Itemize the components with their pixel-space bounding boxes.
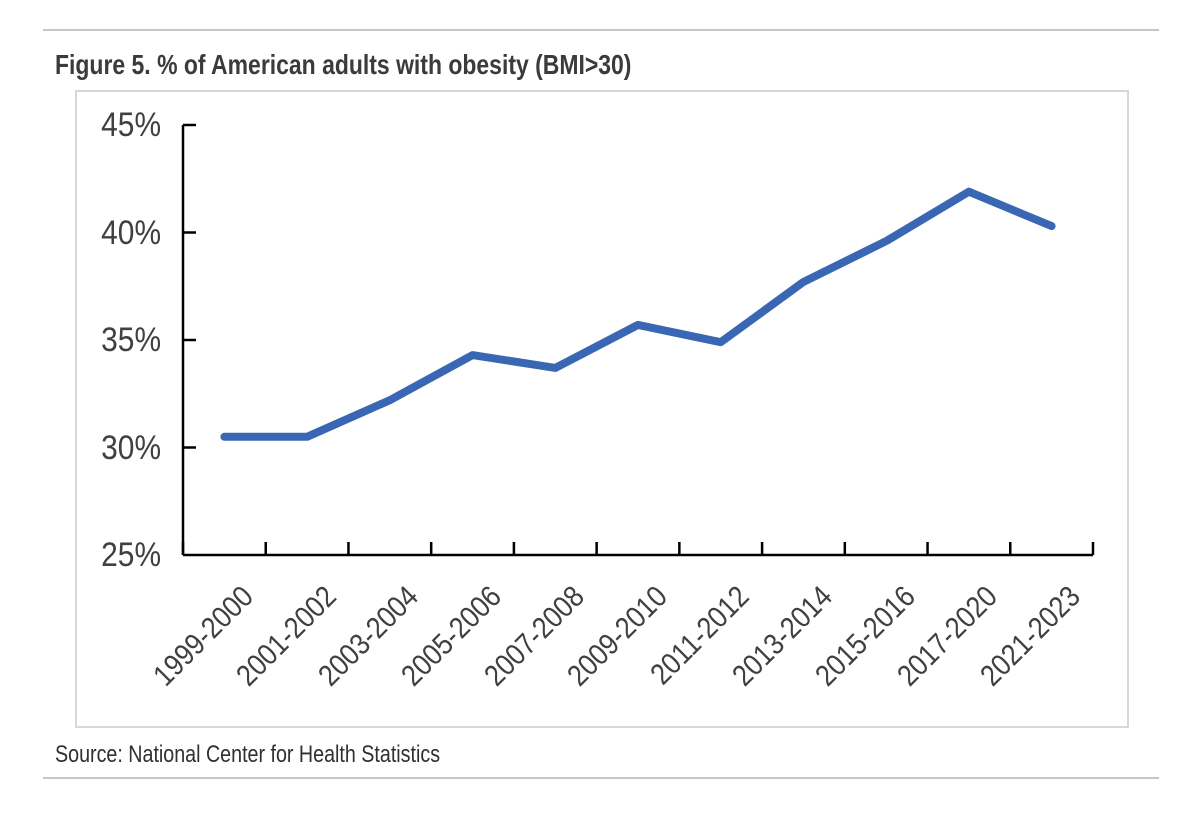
top-divider-rule xyxy=(43,29,1159,31)
chart-plot-box: 45% 40% 35% 30% 25% 1999-2000 2001-2002 2003-20… xyxy=(75,90,1129,728)
y-axis-label: 35% xyxy=(101,321,161,359)
line-chart-canvas xyxy=(181,123,1095,557)
figure-title: Figure 5. % of American adults with obes… xyxy=(55,49,632,80)
y-axis-label: 30% xyxy=(101,428,161,467)
obesity-trend-line xyxy=(220,187,1056,441)
y-axis-label: 45% xyxy=(101,106,161,144)
y-axis-label: 40% xyxy=(101,213,161,252)
y-axis-label: 25% xyxy=(101,536,161,574)
source-note: Source: National Center for Health Stati… xyxy=(55,741,441,768)
bottom-divider-rule xyxy=(43,777,1159,779)
